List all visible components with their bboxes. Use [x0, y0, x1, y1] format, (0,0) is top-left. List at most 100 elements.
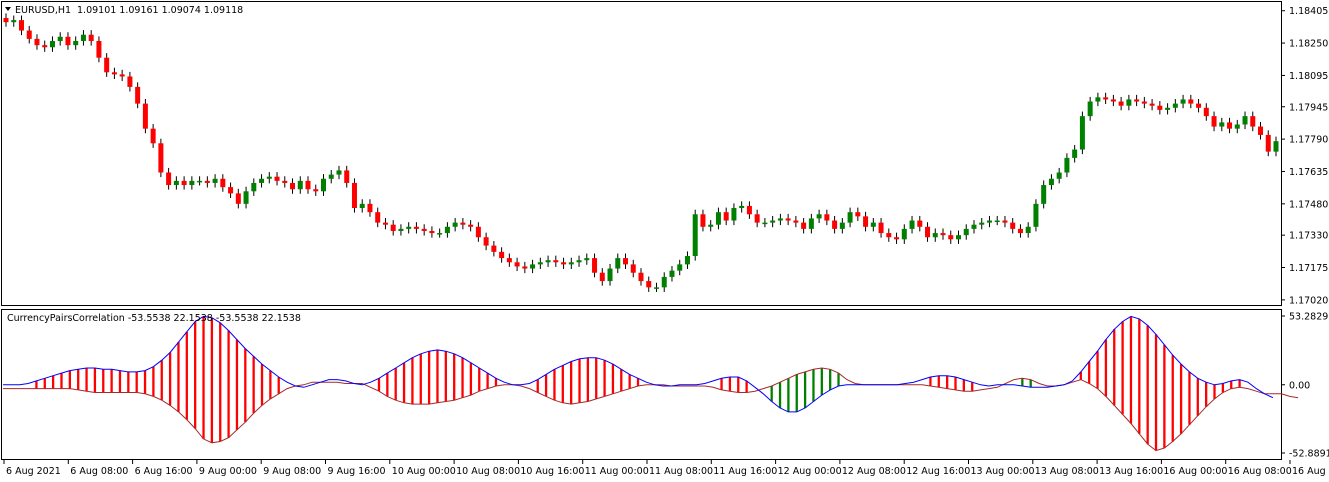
- candle-body: [816, 214, 822, 219]
- candle-body: [1196, 103, 1202, 108]
- candle-body: [313, 189, 319, 192]
- candle-body: [506, 258, 512, 263]
- price-tick-label: 1.17945: [1289, 102, 1328, 113]
- candle-body: [228, 187, 234, 194]
- candle-body: [11, 20, 17, 23]
- time-tick-label: 12 Aug 16:00: [906, 466, 970, 477]
- candle-body: [1141, 101, 1147, 104]
- candle-body: [1211, 116, 1217, 127]
- candle-body: [870, 222, 876, 227]
- candle-body: [1242, 116, 1248, 125]
- indicator-tick-label: 53.2829: [1289, 312, 1328, 323]
- candle-body: [1041, 185, 1047, 204]
- indicator-axis: 53.2829 0.00 -52.8891: [1281, 312, 1329, 460]
- candle-body: [1157, 105, 1163, 110]
- candle-body: [57, 36, 63, 41]
- indicator-tick-label: 0.00: [1289, 380, 1310, 391]
- candle-body: [3, 18, 9, 23]
- candles-group: [3, 13, 1279, 292]
- candle-body: [351, 182, 357, 209]
- candle-body: [584, 258, 590, 261]
- time-tick-label: 11 Aug 16:00: [713, 466, 777, 477]
- candle-body: [1273, 141, 1279, 152]
- candle-body: [96, 40, 102, 58]
- candle-body: [909, 220, 915, 229]
- candle-body: [684, 256, 690, 265]
- indicator-tick-label: -52.8891: [1289, 449, 1329, 460]
- candle-body: [344, 170, 350, 183]
- candle-body: [623, 258, 629, 265]
- candle-body: [274, 176, 280, 181]
- candle-body: [150, 128, 156, 144]
- time-tick-label: 13 Aug 08:00: [1035, 466, 1099, 477]
- candle-body: [1250, 116, 1256, 127]
- candle-body: [878, 222, 884, 234]
- candle-body: [1087, 101, 1093, 117]
- candle-body: [1056, 172, 1062, 179]
- candle-body: [111, 72, 117, 75]
- candle-body: [1095, 97, 1101, 102]
- candle-body: [561, 262, 567, 265]
- candle-body: [220, 178, 226, 188]
- candle-body: [979, 222, 985, 225]
- candle-body: [1227, 122, 1233, 129]
- candle-body: [243, 191, 249, 204]
- candle-body: [530, 264, 536, 269]
- candle-body: [940, 233, 946, 236]
- candle-body: [545, 260, 551, 263]
- candle-body: [731, 208, 737, 221]
- price-tick-label: 1.17020: [1289, 295, 1328, 306]
- candle-body: [499, 251, 505, 259]
- candle-body: [166, 172, 172, 186]
- candle-body: [119, 74, 125, 77]
- candle-body: [1110, 99, 1116, 102]
- candle-body: [653, 287, 659, 289]
- candle-body: [677, 264, 683, 271]
- histogram-group: [35, 316, 1241, 451]
- candle-body: [1265, 134, 1271, 152]
- candle-body: [390, 224, 396, 231]
- candle-body: [1165, 107, 1171, 110]
- candle-body: [328, 174, 334, 179]
- candle-body: [375, 212, 381, 223]
- candle-body: [475, 226, 481, 238]
- candle-body: [801, 222, 807, 229]
- candle-body: [212, 178, 218, 183]
- candle-body: [692, 214, 698, 257]
- candle-body: [1025, 226, 1031, 234]
- time-tick-label: 10 Aug 16:00: [520, 466, 584, 477]
- time-tick-label: 6 Aug 2021: [6, 466, 61, 477]
- candle-body: [80, 34, 86, 41]
- candle-body: [1118, 101, 1124, 106]
- candle-body: [297, 180, 303, 190]
- candle-body: [367, 203, 373, 213]
- price-tick-label: 1.18095: [1289, 71, 1328, 82]
- candle-body: [406, 226, 412, 229]
- price-axis: 1.18405 1.18250 1.18095 1.17945 1.17790 1.176…: [1281, 6, 1328, 306]
- candle-body: [723, 212, 729, 221]
- candle-body: [282, 180, 288, 183]
- candle-body: [832, 220, 838, 229]
- candle-body: [1180, 99, 1186, 104]
- candle-body: [1033, 203, 1039, 227]
- candle-body: [421, 228, 427, 231]
- candle-body: [894, 237, 900, 240]
- candle-body: [793, 220, 799, 223]
- price-pane: [1, 1, 1282, 306]
- candle-body: [460, 222, 466, 225]
- candle-body: [413, 226, 419, 229]
- candle-body: [700, 214, 706, 227]
- time-tick-label: 16 Aug 00:00: [1163, 466, 1227, 477]
- candle-body: [576, 260, 582, 263]
- price-tick-label: 1.17635: [1289, 167, 1328, 178]
- candle-body: [1010, 222, 1016, 229]
- candle-body: [251, 182, 257, 192]
- candle-body: [1126, 99, 1132, 106]
- candle-body: [994, 220, 1000, 223]
- dropdown-triangle-icon[interactable]: [5, 7, 11, 11]
- candle-body: [1234, 124, 1240, 129]
- candle-body: [204, 180, 210, 183]
- candle-body: [65, 36, 71, 46]
- candle-body: [863, 216, 869, 227]
- candle-body: [444, 226, 450, 234]
